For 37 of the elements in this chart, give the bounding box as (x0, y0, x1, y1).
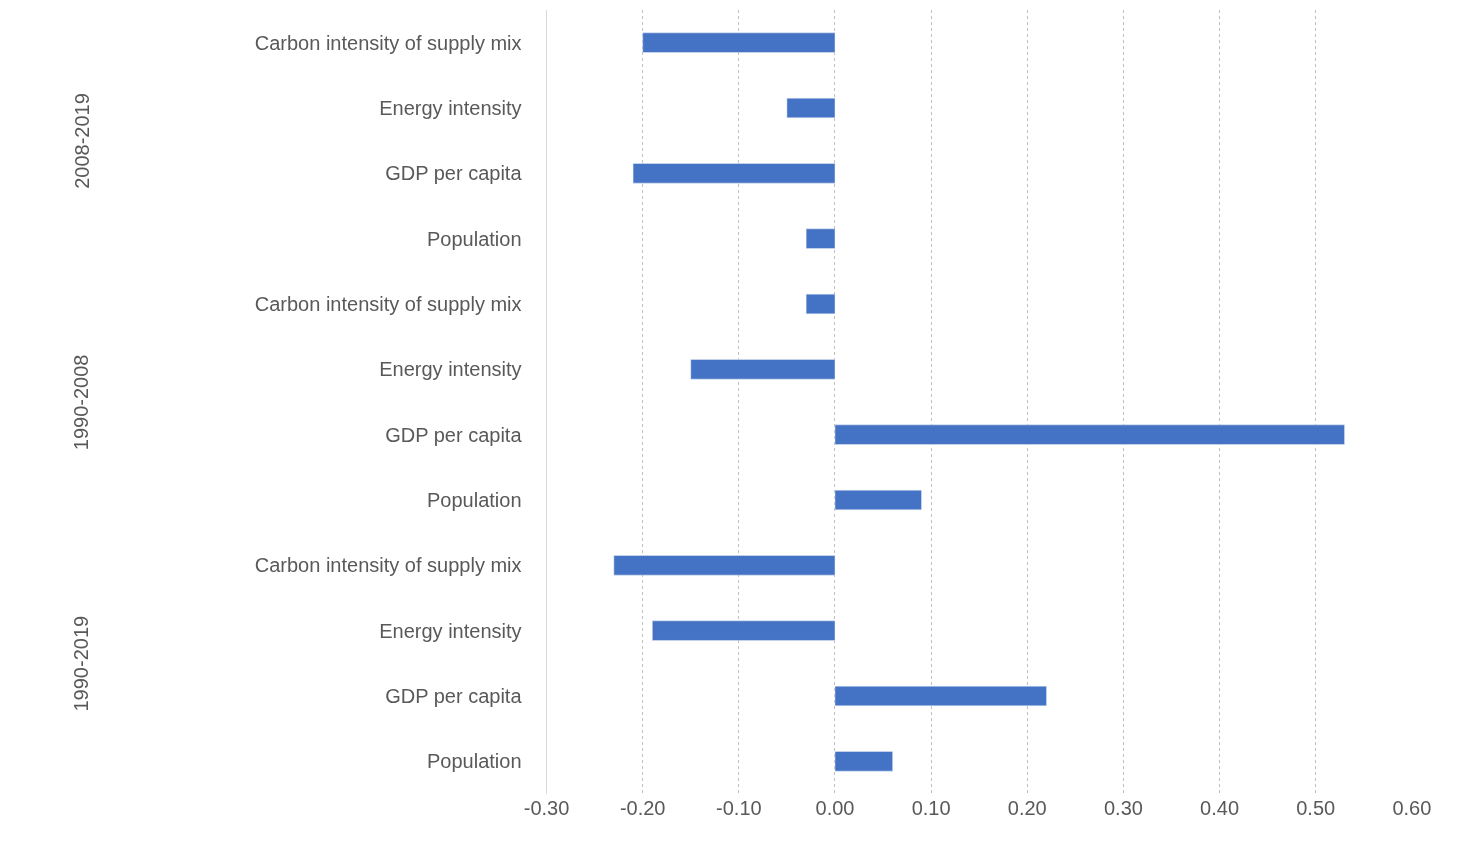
x-tick-label: -0.10 (716, 797, 762, 819)
text: 1990-2008 (70, 354, 93, 451)
text: 2008-2019 (70, 93, 93, 189)
bar (805, 293, 836, 315)
text: 1990-2019 (69, 615, 92, 712)
y-tick-label: Energy intensity (379, 358, 522, 381)
bar (805, 228, 836, 249)
y-tick-label: GDP per capita (385, 685, 523, 707)
x-tick-label: 0.30 (1103, 797, 1143, 819)
x-tick-label: 0.20 (1007, 797, 1047, 819)
x-tick-label: 0.10 (911, 797, 951, 819)
y-tick-label: Carbon intensity of supply mix (254, 293, 522, 315)
y-tick-label: Energy intensity (379, 97, 522, 119)
bar (642, 32, 836, 53)
y-tick-label: GDP per capita (385, 162, 523, 185)
y-tick-label: Population (427, 227, 522, 250)
x-tick-label: -0.30 (523, 797, 570, 819)
y-tick-label: Population (427, 750, 522, 773)
bar (834, 751, 893, 772)
x-tick-label: -0.20 (619, 797, 666, 819)
bar (690, 359, 836, 380)
bar (834, 489, 922, 511)
bar (652, 620, 836, 641)
y-tick-label: Population (427, 489, 522, 511)
x-tick-label: 0.00 (815, 797, 855, 819)
bar (632, 163, 836, 184)
y-tick-label: Carbon intensity of supply mix (254, 31, 522, 54)
y-tick-label: GDP per capita (385, 423, 523, 446)
bar (786, 97, 836, 119)
x-tick-label: 0.40 (1200, 797, 1240, 819)
y-tick-label: Carbon intensity of supply mix (254, 554, 522, 577)
y-tick-label: Energy intensity (379, 619, 522, 642)
x-tick-label: 0.50 (1296, 797, 1336, 819)
x-tick-label: 0.60 (1392, 797, 1432, 819)
bar (613, 555, 836, 576)
bar (834, 424, 1345, 445)
bar (834, 685, 1047, 707)
